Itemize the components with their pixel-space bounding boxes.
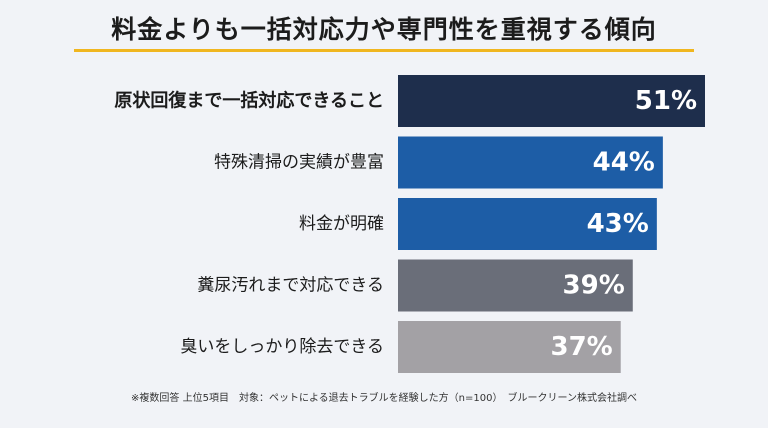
value-label-1: 51% <box>635 86 697 116</box>
chart-footnote: ※複数回答 上位5項目 対象：ペットによる退去トラブルを経験した方（n=100）… <box>131 393 637 404</box>
category-label-1: 原状回復まで一括対応できること <box>114 90 384 112</box>
value-label-3: 43% <box>587 209 649 239</box>
title-underline <box>74 49 694 52</box>
bar-4 <box>398 259 633 312</box>
chart-title: 料金よりも一括対応力や専門性を重視する傾向 <box>111 15 657 44</box>
value-label-4: 39% <box>563 271 625 301</box>
bar-3 <box>398 198 657 250</box>
bar-1 <box>398 75 705 127</box>
value-label-5: 37% <box>550 332 612 362</box>
bar-2 <box>398 136 663 189</box>
category-label-3: 料金が明確 <box>299 214 384 234</box>
value-label-2: 44% <box>593 148 655 178</box>
category-label-2: 特殊清掃の実績が豊富 <box>214 153 384 173</box>
category-label-4: 糞尿汚れまで対応できる <box>197 276 384 296</box>
category-label-5: 臭いをしっかり除去できる <box>180 337 384 357</box>
bar-5 <box>398 321 621 373</box>
